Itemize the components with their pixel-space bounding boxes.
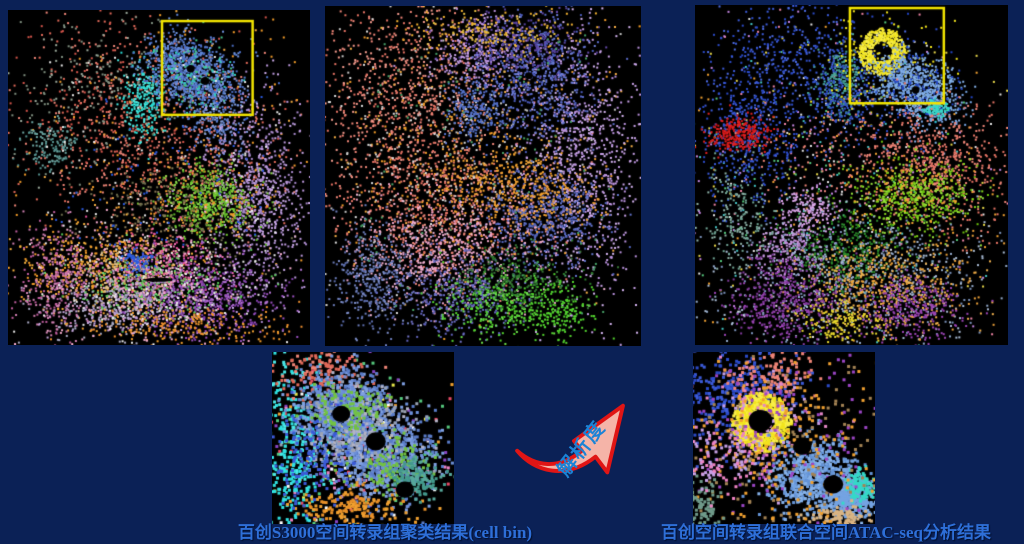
inset-zoom-left-scatter	[272, 352, 454, 524]
inset-zoom-right-scatter	[693, 352, 875, 524]
arrow-shape	[515, 403, 625, 475]
caption-right: 百创空间转录组联合空间ATAC-seq分析结果	[661, 523, 991, 542]
arrow-svg: 解析度	[515, 403, 625, 481]
tissue-map-middle-scatter	[325, 6, 641, 346]
resolution-arrow-icon: 解析度	[512, 390, 634, 488]
caption-left: 百创S3000空间转录组聚类结果(cell bin)	[237, 523, 533, 542]
tissue-map-right-scatter	[695, 5, 1008, 345]
tissue-map-left-scatter	[8, 10, 310, 345]
